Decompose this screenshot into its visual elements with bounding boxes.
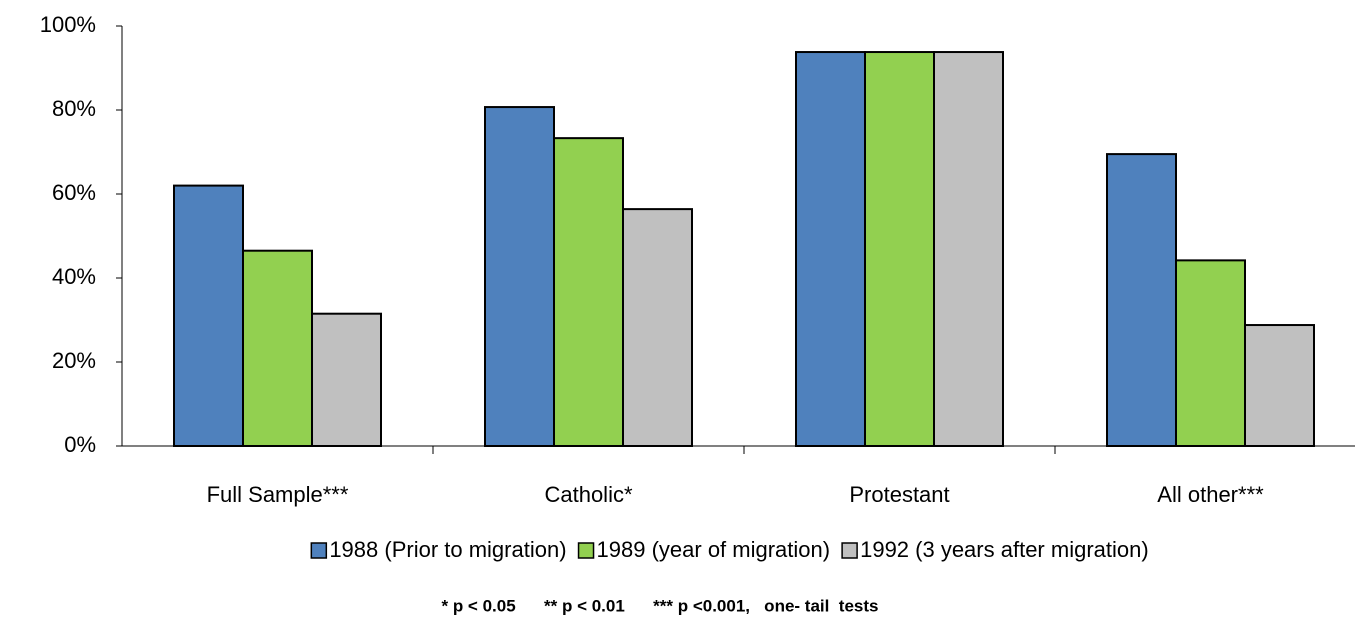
bar xyxy=(1175,259,1246,447)
x-tick-label: Protestant xyxy=(849,482,949,507)
bar xyxy=(242,249,313,447)
x-tick-label: All other*** xyxy=(1157,482,1264,507)
y-tick-label: 20% xyxy=(52,348,96,373)
y-tick-label: 60% xyxy=(52,180,96,205)
bar xyxy=(795,51,866,447)
bar xyxy=(1106,153,1177,447)
bar xyxy=(484,106,555,447)
bar xyxy=(311,312,382,448)
y-tick-label: 0% xyxy=(64,432,96,457)
bar xyxy=(933,51,1004,447)
y-tick-label: 40% xyxy=(52,264,96,289)
legend-swatch xyxy=(310,542,328,559)
bar xyxy=(622,208,693,447)
bar xyxy=(1244,324,1315,448)
bar xyxy=(553,137,624,447)
legend-label: 1992 (3 years after migration) xyxy=(860,537,1149,562)
legend-label: 1989 (year of migration) xyxy=(597,537,831,562)
bar xyxy=(173,184,244,447)
bar xyxy=(864,51,935,447)
y-tick-label: 80% xyxy=(52,96,96,121)
y-tick-label: 100% xyxy=(40,12,96,37)
footnote: * p < 0.05 ** p < 0.01 *** p <0.001, one… xyxy=(441,596,878,615)
legend-swatch xyxy=(577,542,595,559)
x-tick-label: Catholic* xyxy=(544,482,632,507)
x-tick-label: Full Sample*** xyxy=(207,482,349,507)
legend-label: 1988 (Prior to migration) xyxy=(329,537,566,562)
legend-swatch xyxy=(841,542,858,559)
